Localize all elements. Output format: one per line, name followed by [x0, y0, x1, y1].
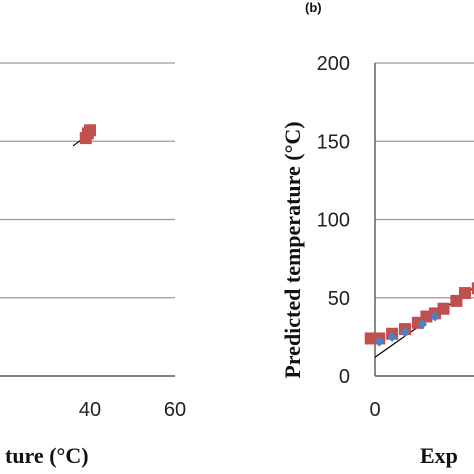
blue-diamond-point: [417, 319, 428, 330]
red-square-point: [84, 124, 96, 137]
red-square-point: [437, 302, 450, 315]
blue-diamond-point: [429, 311, 440, 322]
x-axis-label: Exp: [420, 443, 458, 468]
x-tick-label: 60: [164, 399, 186, 421]
x-tick-label: 0: [369, 399, 380, 421]
y-tick-label: 0: [339, 366, 350, 388]
blue-diamond-point: [399, 327, 410, 338]
y-tick-label: 100: [317, 210, 350, 232]
panel-label: (b): [305, 0, 322, 15]
y-axis-label: Predicted temperature (°C): [280, 121, 305, 378]
blue-diamond-point: [374, 336, 385, 347]
x-axis-label: ture (°C): [5, 443, 89, 468]
y-tick-label: 150: [317, 131, 350, 153]
chart-panel-b: 0 50 100 150 200 0 Exp Predicted temperature (°…: [280, 0, 474, 468]
chart-panel-a: 40 60 ture (°C): [0, 62, 186, 468]
y-tick-label: 50: [328, 288, 350, 310]
red-square-point: [458, 287, 471, 300]
x-tick-label: 40: [79, 399, 101, 421]
y-tick-label: 200: [317, 53, 350, 75]
red-square-point: [471, 282, 474, 295]
blue-diamond-point: [387, 331, 398, 342]
